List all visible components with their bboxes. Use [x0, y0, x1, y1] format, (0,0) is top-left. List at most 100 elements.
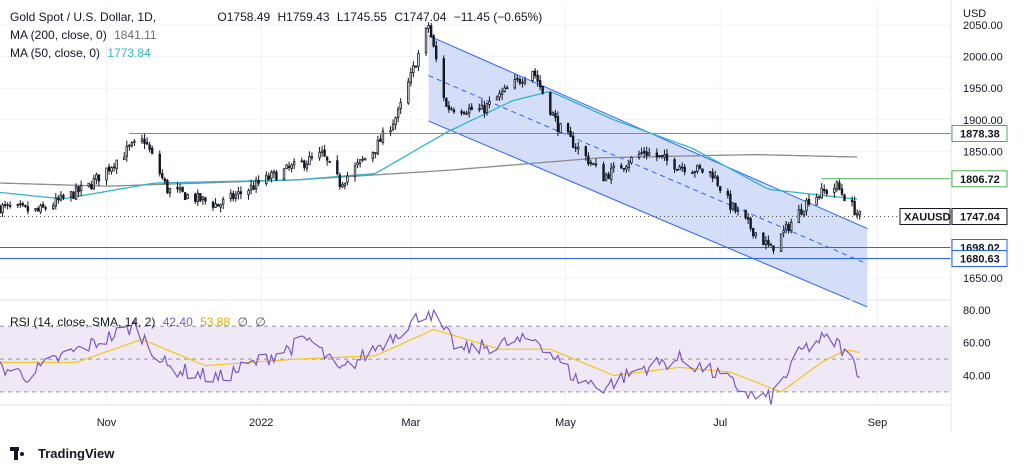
rsi-pane[interactable] — [0, 299, 951, 406]
candle — [442, 55, 446, 102]
candle-body — [97, 174, 101, 182]
candle — [843, 193, 846, 202]
candle — [663, 149, 666, 161]
tradingview-branding[interactable]: TradingView — [10, 446, 114, 461]
candle — [559, 122, 562, 134]
candle-body — [460, 111, 463, 114]
candle-body — [196, 192, 200, 203]
candle — [229, 189, 232, 202]
candle — [265, 171, 268, 187]
candle — [658, 155, 661, 159]
time-axis[interactable]: Nov 2022 Mar May Jul Sep — [0, 404, 951, 429]
price-tick-label: 2050.00 — [963, 20, 1003, 32]
candle — [24, 204, 27, 208]
candle-body — [713, 175, 717, 179]
candle-body — [216, 203, 220, 207]
candle — [194, 192, 197, 205]
candle-body — [754, 232, 757, 237]
symbol-title[interactable]: Gold Spot / U.S. Dollar, 1D, — [10, 10, 157, 24]
candle — [627, 159, 631, 172]
candle — [115, 159, 118, 174]
candle — [57, 195, 60, 204]
candle — [711, 168, 714, 183]
rsi-legend[interactable]: RSI (14, close, SMA, 14, 2) 42.40 53.88 … — [10, 314, 266, 330]
ma200-label[interactable]: MA (200, close, 0) — [10, 28, 107, 42]
candle — [708, 171, 712, 178]
candle-body — [503, 87, 506, 92]
candle — [754, 232, 757, 239]
candle-body — [549, 91, 552, 115]
candle-body — [577, 146, 580, 150]
candle-body — [571, 135, 575, 148]
candle-body — [719, 186, 722, 191]
candle-body — [767, 239, 770, 246]
horizontal-levels[interactable] — [0, 132, 951, 260]
ma50-legend[interactable]: MA (50, close, 0) 1773.84 — [10, 45, 151, 61]
candle-body — [87, 182, 90, 187]
candle — [412, 61, 415, 78]
ma200-legend[interactable]: MA (200, close, 0) 1841.11 — [10, 27, 157, 43]
ohlc-open-label: O — [217, 10, 227, 24]
candle-body — [462, 111, 466, 114]
ma200-value: 1841.11 — [114, 28, 157, 42]
candle-body — [627, 163, 631, 168]
candle-body — [483, 105, 486, 114]
candle — [820, 183, 823, 200]
time-tick-label: Jul — [713, 417, 727, 429]
candle-body — [389, 129, 392, 133]
candle-body — [802, 210, 806, 216]
candle — [807, 194, 811, 207]
candle-body — [680, 166, 684, 169]
candle-body — [107, 166, 111, 172]
candle — [181, 186, 184, 193]
candle-body — [62, 195, 65, 199]
candle-body — [452, 109, 456, 113]
candle — [41, 201, 45, 209]
candle-body — [800, 208, 803, 215]
candle — [158, 150, 161, 177]
candle — [797, 204, 801, 224]
price-pane[interactable] — [0, 6, 951, 405]
tradingview-logo-icon — [10, 446, 32, 461]
symbol-legend[interactable]: Gold Spot / U.S. Dollar, 1D, O1758.49 H1… — [10, 9, 542, 25]
candle — [320, 145, 324, 157]
candle-body — [148, 144, 151, 150]
candle-body — [853, 200, 856, 216]
ma50-label[interactable]: MA (50, close, 0) — [10, 46, 101, 60]
candle — [341, 181, 344, 189]
candle — [691, 170, 694, 175]
rsi-label[interactable]: RSI (14, close, SMA, 14, 2) — [10, 315, 156, 329]
candle — [675, 168, 679, 172]
candle — [308, 151, 311, 166]
ohlc-low: 1745.55 — [343, 10, 387, 24]
price-axis[interactable]: USD 2050.00 2000.00 1950.00 1900.00 1850.00 1… — [950, 0, 1003, 432]
candle — [59, 191, 63, 202]
candle-body — [642, 150, 646, 154]
candle — [485, 102, 489, 116]
candle — [249, 179, 253, 195]
candle-body — [232, 192, 235, 200]
candle-body — [95, 174, 98, 180]
candle-body — [79, 185, 83, 192]
candle — [538, 74, 542, 91]
candle-body — [59, 194, 63, 201]
ohlc-close: 1747.04 — [402, 10, 447, 24]
channel-lower-line — [428, 120, 868, 308]
candle-body — [602, 164, 605, 182]
candle — [346, 171, 349, 186]
candle-body — [8, 205, 12, 207]
candle-body — [92, 178, 96, 190]
candle-body — [105, 167, 108, 181]
candle — [90, 180, 93, 190]
candle-body — [541, 86, 544, 94]
candle — [414, 65, 418, 68]
candle — [62, 193, 65, 201]
candle — [536, 70, 539, 87]
candle-body — [769, 244, 773, 247]
candle — [183, 192, 187, 201]
brand-name[interactable]: TradingView — [38, 446, 115, 461]
candle — [303, 159, 306, 171]
candle — [292, 158, 296, 170]
candle-body — [399, 102, 402, 109]
